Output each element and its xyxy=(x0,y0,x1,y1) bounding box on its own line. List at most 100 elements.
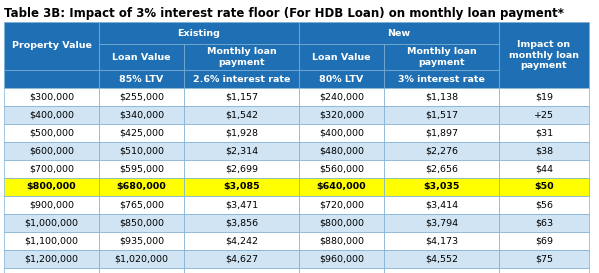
Bar xyxy=(99,142,184,160)
Text: 2.6% interest rate: 2.6% interest rate xyxy=(193,75,290,84)
Bar xyxy=(299,142,384,160)
Bar xyxy=(4,88,99,106)
Text: $50: $50 xyxy=(534,182,554,191)
Text: $1,020,000: $1,020,000 xyxy=(114,254,168,263)
Bar xyxy=(299,178,384,196)
Text: $3,085: $3,085 xyxy=(223,182,260,191)
Bar xyxy=(299,196,384,214)
Text: $960,000: $960,000 xyxy=(319,254,364,263)
Text: $400,000: $400,000 xyxy=(319,129,364,138)
Bar xyxy=(384,196,499,214)
Bar xyxy=(4,268,99,273)
Text: 3% interest rate: 3% interest rate xyxy=(398,75,485,84)
Bar xyxy=(499,124,589,142)
Bar xyxy=(499,106,589,124)
Bar xyxy=(499,250,589,268)
Bar xyxy=(4,214,99,232)
Text: $44: $44 xyxy=(535,165,553,174)
Text: $300,000: $300,000 xyxy=(29,93,74,102)
Bar xyxy=(299,250,384,268)
Text: $2,314: $2,314 xyxy=(225,147,258,156)
Text: $1,138: $1,138 xyxy=(425,93,458,102)
Text: $4,627: $4,627 xyxy=(225,254,258,263)
Bar xyxy=(99,268,184,273)
Bar xyxy=(499,232,589,250)
Bar xyxy=(4,22,99,70)
Text: $510,000: $510,000 xyxy=(119,147,164,156)
Bar xyxy=(99,160,184,178)
Text: $320,000: $320,000 xyxy=(319,111,364,120)
Bar xyxy=(299,160,384,178)
Bar xyxy=(99,232,184,250)
Bar xyxy=(4,160,99,178)
Bar xyxy=(99,88,184,106)
Bar xyxy=(299,88,384,106)
Text: $800,000: $800,000 xyxy=(319,218,364,227)
Bar xyxy=(99,22,299,44)
Bar xyxy=(99,106,184,124)
Bar xyxy=(384,70,499,88)
Bar xyxy=(4,70,99,88)
Text: $560,000: $560,000 xyxy=(319,165,364,174)
Bar xyxy=(499,214,589,232)
Text: $31: $31 xyxy=(535,129,553,138)
Bar xyxy=(184,70,299,88)
Bar xyxy=(4,124,99,142)
Text: $1,040,000: $1,040,000 xyxy=(314,272,368,273)
Text: $4,242: $4,242 xyxy=(225,236,258,245)
Bar xyxy=(384,250,499,268)
Bar xyxy=(499,22,589,88)
Text: New: New xyxy=(388,28,410,37)
Text: $640,000: $640,000 xyxy=(317,182,367,191)
Bar xyxy=(299,214,384,232)
Bar xyxy=(384,178,499,196)
Text: $880,000: $880,000 xyxy=(319,236,364,245)
Text: Property Value: Property Value xyxy=(11,41,92,51)
Bar xyxy=(499,196,589,214)
Text: $38: $38 xyxy=(535,147,553,156)
Bar xyxy=(184,250,299,268)
Bar xyxy=(184,106,299,124)
Text: $700,000: $700,000 xyxy=(29,165,74,174)
Bar xyxy=(184,160,299,178)
Bar xyxy=(299,22,499,44)
Text: $2,656: $2,656 xyxy=(425,165,458,174)
Bar xyxy=(4,106,99,124)
Bar xyxy=(184,232,299,250)
Text: $1,105,000: $1,105,000 xyxy=(114,272,168,273)
Text: $4,932: $4,932 xyxy=(425,272,458,273)
Bar xyxy=(384,124,499,142)
Text: $3,414: $3,414 xyxy=(425,200,458,209)
Bar xyxy=(4,196,99,214)
Text: $1,928: $1,928 xyxy=(225,129,258,138)
Bar xyxy=(299,268,384,273)
Text: $1,897: $1,897 xyxy=(425,129,458,138)
Bar xyxy=(99,178,184,196)
Text: $81: $81 xyxy=(535,272,553,273)
Bar xyxy=(4,250,99,268)
Text: Loan Value: Loan Value xyxy=(112,52,171,61)
Text: 85% LTV: 85% LTV xyxy=(119,75,164,84)
Bar xyxy=(384,44,499,70)
Text: $1,517: $1,517 xyxy=(425,111,458,120)
Text: $3,035: $3,035 xyxy=(423,182,459,191)
Text: $69: $69 xyxy=(535,236,553,245)
Bar xyxy=(499,268,589,273)
Text: $600,000: $600,000 xyxy=(29,147,74,156)
Text: $900,000: $900,000 xyxy=(29,200,74,209)
Bar xyxy=(384,106,499,124)
Text: $595,000: $595,000 xyxy=(119,165,164,174)
Text: $3,856: $3,856 xyxy=(225,218,258,227)
Text: Monthly loan
payment: Monthly loan payment xyxy=(207,47,276,67)
Text: $2,276: $2,276 xyxy=(425,147,458,156)
Text: $63: $63 xyxy=(535,218,553,227)
Text: $1,200,000: $1,200,000 xyxy=(25,254,78,263)
Text: $720,000: $720,000 xyxy=(319,200,364,209)
Bar xyxy=(99,70,184,88)
Text: +25: +25 xyxy=(534,111,554,120)
Text: $75: $75 xyxy=(535,254,553,263)
Bar xyxy=(299,124,384,142)
Bar xyxy=(499,142,589,160)
Bar xyxy=(184,214,299,232)
Bar xyxy=(184,178,299,196)
